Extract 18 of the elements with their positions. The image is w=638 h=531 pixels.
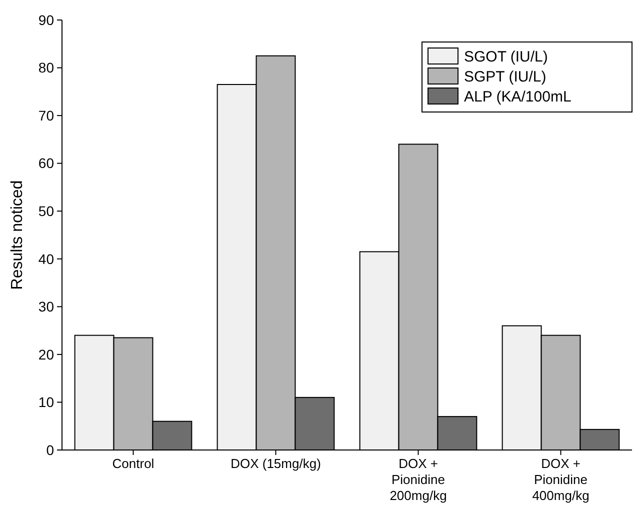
- x-tick-label: Control: [112, 456, 154, 471]
- x-tick-label: DOX (15mg/kg): [230, 456, 321, 471]
- y-tick-label: 40: [38, 250, 54, 267]
- y-tick-label: 70: [38, 107, 54, 124]
- y-tick-label: 50: [38, 203, 54, 220]
- x-tick-label: DOX + Pionidine 200mg/kg: [390, 456, 447, 503]
- y-tick-label: 90: [38, 12, 54, 28]
- legend-label: SGOT (IU/L): [464, 48, 548, 66]
- y-tick-label: 30: [38, 298, 54, 315]
- x-tick-label: DOX + Pionidine 400mg/kg: [532, 456, 590, 503]
- y-tick-label: 80: [38, 60, 54, 76]
- y-axis-title: Results noticed: [9, 180, 26, 290]
- y-tick-label: 60: [38, 155, 54, 172]
- y-tick-label: 10: [38, 394, 54, 410]
- legend-label: SGPT (IU/L): [464, 68, 546, 86]
- y-tick-label: 20: [38, 346, 54, 362]
- legend-label: ALP (KA/100mL: [464, 88, 572, 106]
- y-tick-label: 0: [46, 442, 54, 458]
